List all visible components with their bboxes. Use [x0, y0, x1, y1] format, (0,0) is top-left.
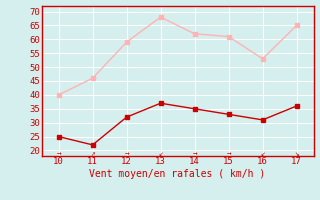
- Text: →: →: [56, 149, 61, 158]
- Text: →: →: [192, 149, 197, 158]
- Text: ↗: ↗: [90, 149, 95, 158]
- Text: →: →: [226, 149, 231, 158]
- X-axis label: Vent moyen/en rafales ( km/h ): Vent moyen/en rafales ( km/h ): [90, 169, 266, 179]
- Text: ↘: ↘: [294, 149, 299, 158]
- Text: ↙: ↙: [260, 149, 265, 158]
- Text: →: →: [124, 149, 129, 158]
- Text: ↙: ↙: [158, 149, 163, 158]
